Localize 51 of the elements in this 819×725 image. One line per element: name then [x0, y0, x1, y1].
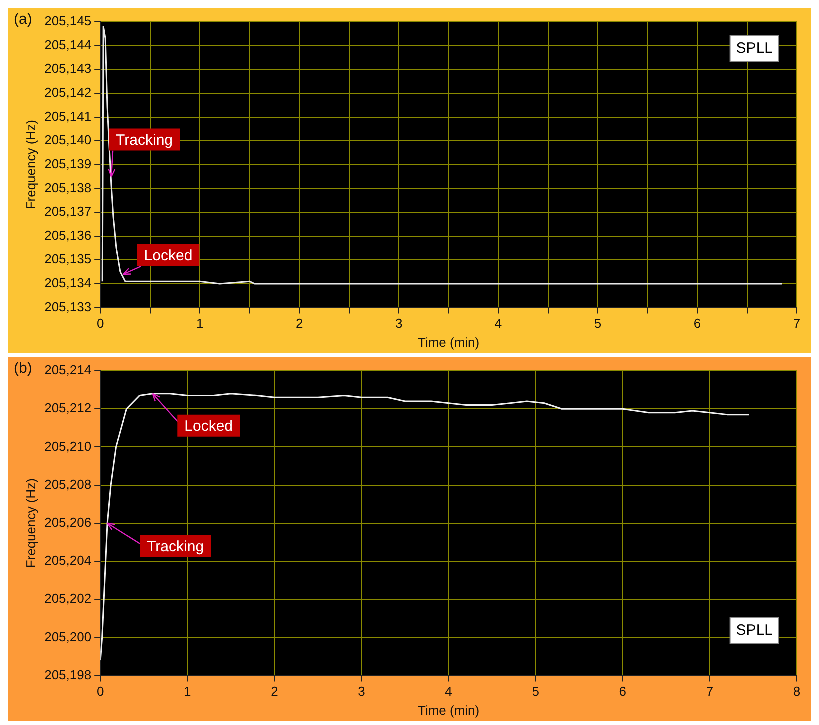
x-tick-label: 4: [494, 316, 502, 332]
x-tick-label: 1: [196, 316, 204, 332]
y-tick-label: 205,139: [44, 156, 92, 172]
y-tick-label: 205,200: [44, 629, 92, 644]
x-tick-label: 3: [395, 316, 403, 332]
annotation: Tracking: [116, 132, 174, 149]
y-tick-label: 205,135: [44, 252, 92, 267]
y-axis-title: Frequency (Hz): [23, 478, 38, 568]
y-tick-label: 205,210: [44, 438, 92, 454]
y-tick-label: 205,206: [44, 514, 92, 530]
x-tick-label: 6: [694, 316, 702, 332]
y-axis-title: Frequency (Hz): [23, 120, 38, 210]
y-tick-label: 205,143: [44, 61, 92, 76]
x-axis-title: Time (min): [418, 334, 480, 350]
x-tick-label: 8: [793, 684, 801, 700]
y-tick-label: 205,140: [44, 132, 92, 148]
y-tick-label: 205,198: [44, 667, 92, 682]
y-tick-label: 205,142: [44, 85, 92, 100]
y-tick-label: 205,212: [44, 400, 92, 416]
x-tick-label: 6: [619, 684, 627, 700]
x-tick-label: 5: [594, 316, 602, 332]
x-tick-label: 1: [184, 684, 192, 700]
y-tick-label: 205,141: [44, 108, 92, 124]
annotation: Locked: [184, 418, 234, 435]
y-tick-label: 205,145: [44, 14, 92, 29]
x-tick-label: 3: [358, 684, 366, 700]
annotation: Tracking: [147, 538, 204, 556]
y-tick-label: 205,204: [44, 553, 92, 568]
x-tick-label: 7: [793, 316, 801, 332]
annotation: Locked: [144, 248, 193, 265]
y-tick-label: 205,134: [44, 276, 92, 291]
y-tick-label: 205,202: [44, 591, 92, 606]
y-tick-label: 205,133: [44, 299, 92, 314]
x-tick-label: 2: [296, 316, 304, 332]
y-tick-label: 205,144: [44, 37, 92, 52]
annotation: SPLL: [736, 622, 774, 639]
x-tick-label: 5: [532, 684, 540, 700]
text: (b): [14, 360, 32, 378]
y-tick-label: 205,136: [44, 228, 92, 243]
x-tick-label: 2: [271, 684, 278, 700]
y-tick-label: 205,138: [44, 180, 92, 196]
x-tick-label: 0: [96, 316, 104, 332]
text: (a): [14, 11, 32, 28]
annotation: SPLL: [736, 40, 774, 58]
y-tick-label: 205,214: [44, 362, 92, 378]
x-tick-label: 0: [96, 684, 104, 700]
y-tick-label: 205,208: [44, 476, 92, 492]
x-axis-title: Time (min): [418, 702, 480, 718]
x-tick-label: 4: [445, 684, 452, 700]
x-tick-label: 7: [706, 684, 714, 700]
y-tick-label: 205,137: [44, 204, 92, 220]
